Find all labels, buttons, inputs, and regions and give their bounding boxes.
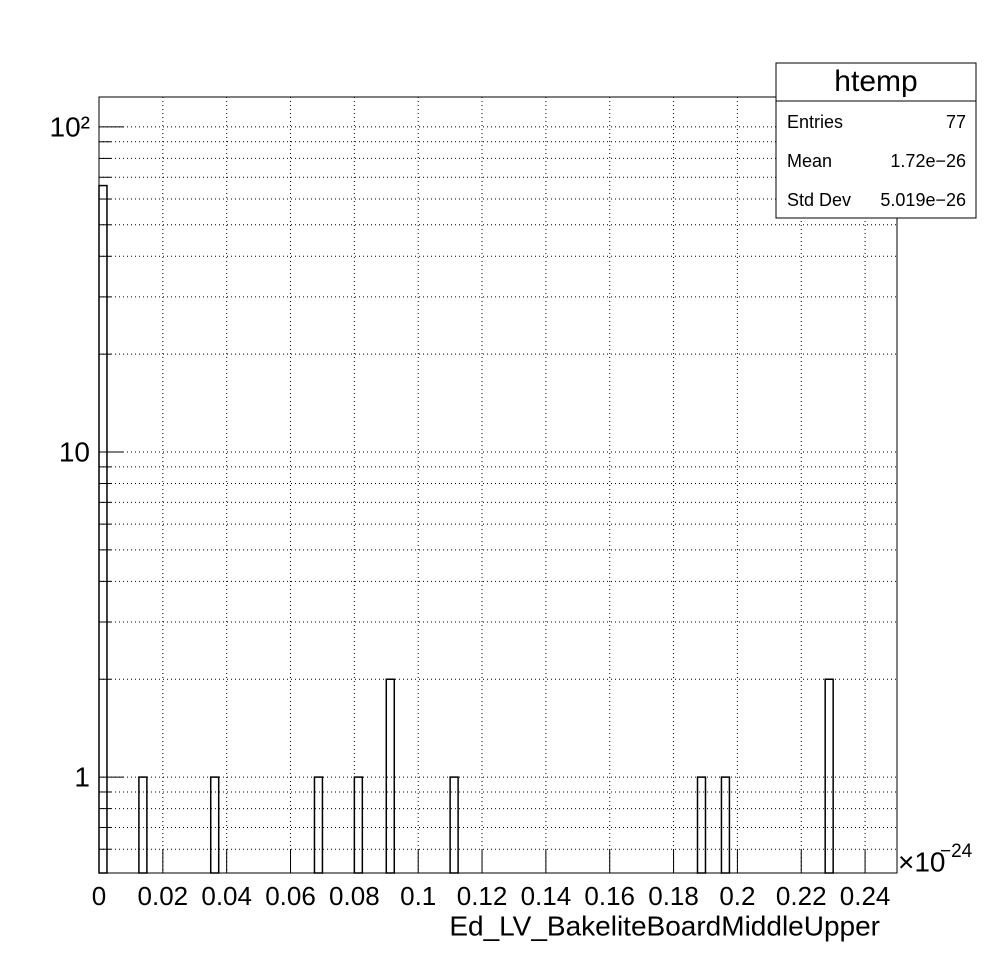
plot-frame (98, 96, 898, 874)
x-multiplier: ×10 (898, 846, 946, 877)
x-tick-label: 0.12 (457, 881, 508, 911)
x-tick-label: 0.04 (201, 881, 252, 911)
stats-label: Mean (787, 151, 832, 171)
x-tick-label: 0.2 (719, 881, 755, 911)
x-tick-label: 0.22 (776, 881, 827, 911)
stats-box (775, 62, 977, 219)
x-tick-label: 0.24 (840, 881, 891, 911)
x-tick-label: 0.06 (265, 881, 316, 911)
x-tick-label: 0.14 (521, 881, 572, 911)
x-tick-label: 0 (92, 881, 106, 911)
x-tick-label: 0.1 (400, 881, 436, 911)
stats-value: 77 (946, 112, 966, 132)
y-tick-label: 10 (59, 436, 90, 467)
x-multiplier-exponent: −24 (940, 841, 973, 862)
x-tick-label: 0.16 (584, 881, 635, 911)
y-tick-label: 10² (50, 111, 90, 142)
x-tick-label: 0.02 (138, 881, 189, 911)
stats-label: Entries (787, 112, 843, 132)
stats-label: Std Dev (787, 190, 851, 210)
stats-value: 1.72e−26 (890, 151, 966, 171)
x-tick-label: 0.18 (648, 881, 699, 911)
stats-value: 5.019e−26 (880, 190, 966, 210)
stats-title: htemp (834, 65, 917, 98)
x-axis-label: Ed_LV_BakeliteBoardMiddleUpper (449, 910, 880, 941)
x-tick-label: 0.08 (329, 881, 380, 911)
y-tick-label: 1 (74, 761, 90, 792)
